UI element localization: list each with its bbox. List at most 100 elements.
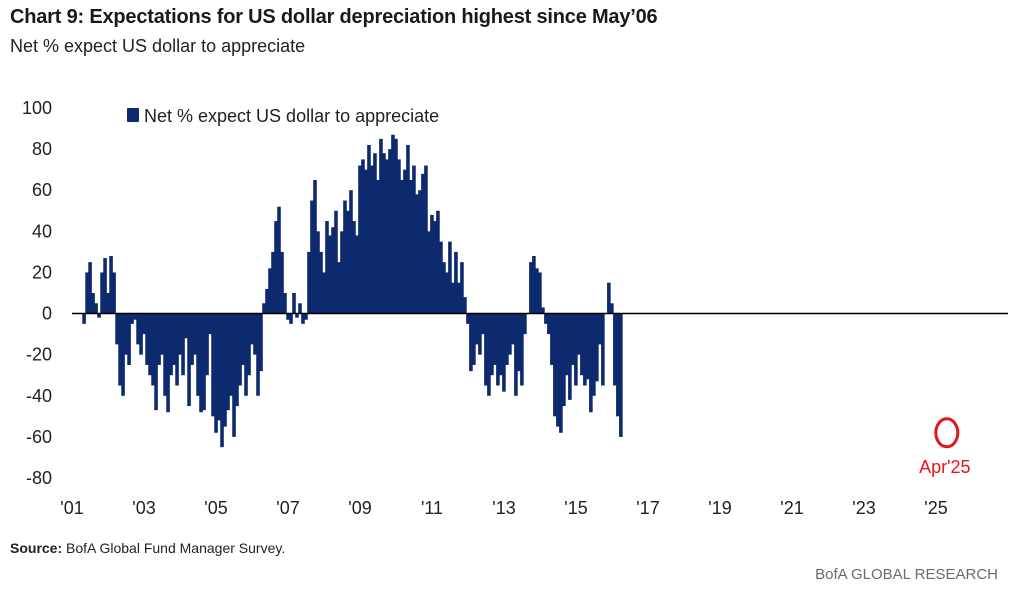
bar [91, 293, 95, 314]
y-tick-label: -40 [26, 386, 52, 406]
bar [178, 313, 182, 355]
bar [376, 179, 380, 314]
bar [199, 313, 203, 413]
bar [559, 313, 563, 433]
bar [370, 165, 374, 314]
bar [562, 313, 566, 407]
bar [361, 159, 365, 314]
source-note: Source: BofA Global Fund Manager Survey. [10, 540, 285, 556]
bar [481, 313, 485, 335]
bar [430, 214, 434, 314]
bar [364, 169, 368, 314]
bar [289, 313, 293, 324]
bar [259, 313, 263, 372]
bar [310, 200, 314, 314]
bar [253, 313, 257, 355]
bar [586, 313, 590, 380]
bar [427, 231, 431, 314]
bar [229, 313, 233, 396]
x-tick-label: '09 [348, 498, 371, 518]
bar [502, 313, 506, 392]
bar [409, 179, 413, 314]
bar [592, 313, 596, 396]
bar [352, 221, 356, 314]
bar [283, 293, 287, 314]
x-tick-label: '11 [421, 498, 443, 518]
bar [100, 272, 104, 314]
y-tick-label: 60 [32, 180, 52, 200]
bar [340, 231, 344, 314]
bar [196, 313, 200, 396]
bar [415, 194, 419, 314]
bar [172, 313, 176, 365]
bar-series [82, 134, 623, 448]
bar [247, 313, 251, 376]
bar [148, 313, 152, 376]
bar [94, 303, 98, 314]
bar [556, 313, 560, 427]
bar [424, 165, 428, 314]
bar [532, 256, 536, 314]
x-tick-label: '21 [780, 498, 803, 518]
bar [133, 313, 137, 320]
bar [307, 251, 311, 314]
bar [304, 313, 308, 320]
bar [520, 313, 524, 386]
bar [388, 149, 392, 314]
bar [154, 313, 158, 411]
x-axis: '01 '03 '05 '07 '09 '11 '13 '15 '17 '19 '21 '23 '25 [60, 498, 947, 518]
bar [565, 313, 569, 376]
bar [262, 303, 266, 314]
bar [97, 313, 101, 318]
bar [346, 210, 350, 314]
bar [601, 313, 605, 386]
y-tick-label: 40 [32, 221, 52, 241]
bar [256, 313, 260, 396]
bar [124, 313, 128, 355]
bar [181, 313, 185, 376]
bar [295, 313, 299, 318]
bar [268, 268, 272, 314]
bar [82, 313, 86, 324]
x-tick-label: '23 [852, 498, 875, 518]
bar [508, 313, 512, 355]
bar [331, 227, 335, 314]
bar [160, 313, 164, 355]
bar [301, 313, 305, 324]
bar [610, 303, 614, 314]
y-tick-label: -80 [26, 468, 52, 488]
chart-subtitle: Net % expect US dollar to appreciate [10, 36, 306, 56]
bar [598, 313, 602, 345]
bar [205, 313, 209, 376]
legend-label: Net % expect US dollar to appreciate [144, 106, 439, 126]
bar [184, 313, 188, 339]
bar [394, 138, 398, 314]
bar [250, 313, 254, 345]
x-tick-label: '19 [708, 498, 731, 518]
bar [547, 313, 551, 335]
bar [475, 313, 479, 345]
bar [460, 262, 464, 314]
bar [220, 313, 224, 448]
bar [130, 313, 134, 324]
y-tick-label: 0 [42, 304, 52, 324]
bar [589, 313, 593, 413]
y-tick-label: 100 [22, 98, 52, 118]
bar [529, 262, 533, 314]
bar [613, 313, 617, 386]
bar [265, 288, 269, 314]
bar [436, 210, 440, 314]
bar [286, 313, 290, 320]
chart-title: Chart 9: Expectations for US dollar depr… [10, 6, 658, 28]
bar [580, 313, 584, 376]
bar [328, 235, 332, 314]
bar [499, 313, 503, 376]
bar [406, 145, 410, 314]
bar [553, 313, 557, 417]
bar [343, 200, 347, 314]
bar [127, 313, 131, 365]
bar [115, 313, 119, 345]
bar [121, 313, 125, 396]
bar [235, 313, 239, 407]
